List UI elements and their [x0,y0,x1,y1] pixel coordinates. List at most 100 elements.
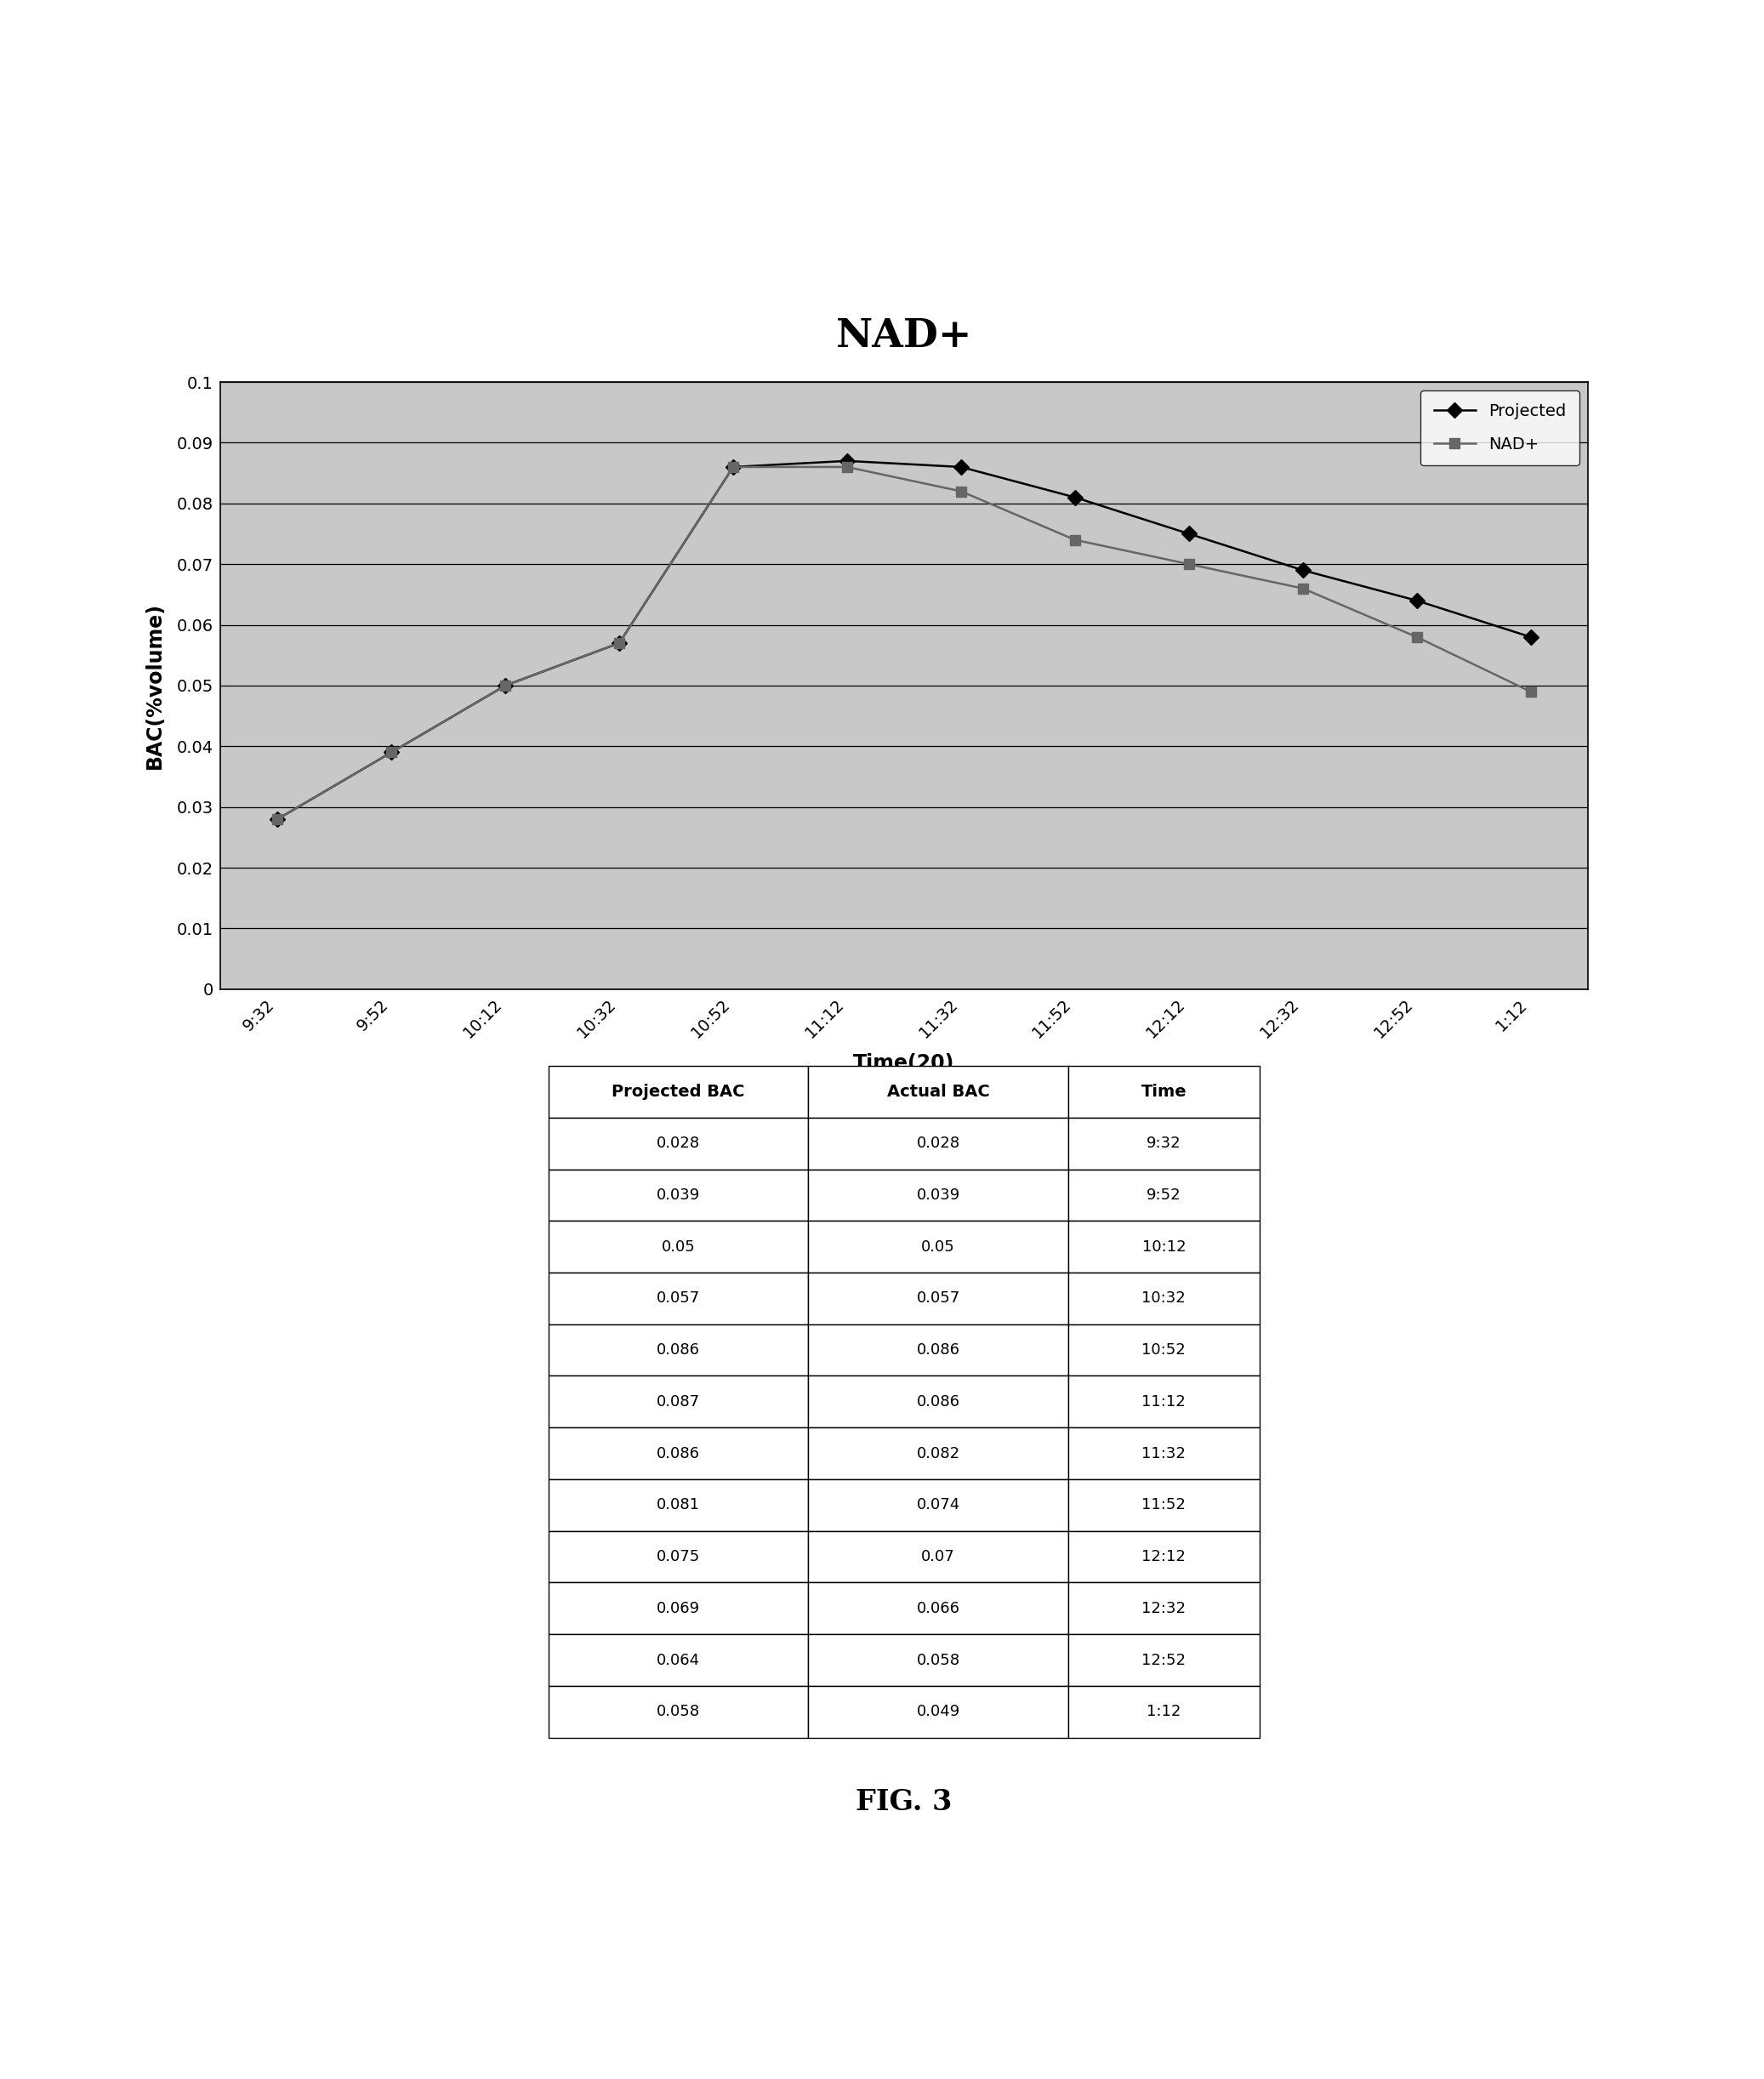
Projected [1293,557,1314,582]
Bar [808,1324,1069,1376]
NAD+ [494,674,515,699]
Text: 0.05: 0.05 [662,1239,695,1254]
Y-axis label: BAC(%volume): BAC(%volume) [145,603,164,769]
Text: 0.086: 0.086 [656,1343,700,1358]
Text: 11:52: 11:52 [1141,1497,1185,1514]
Bar [1069,1634,1259,1686]
Bar [1069,1272,1259,1324]
Bar [808,1272,1069,1324]
Bar [808,1634,1069,1686]
Text: 0.039: 0.039 [656,1187,700,1204]
Projected [836,449,857,474]
Bar [549,1530,808,1582]
Text: 0.028: 0.028 [656,1135,700,1152]
Text: 0.086: 0.086 [917,1395,960,1410]
Text: 0.074: 0.074 [917,1497,960,1514]
Text: 0.075: 0.075 [656,1549,700,1563]
Bar [1069,1376,1259,1428]
Bar [1069,1480,1259,1530]
Projected [609,630,630,655]
Bar [1069,1324,1259,1376]
Text: 9:52: 9:52 [1147,1187,1182,1204]
NAD+ [836,455,857,480]
Bar [549,1119,808,1168]
Projected [381,740,402,765]
Text: 11:32: 11:32 [1141,1445,1185,1462]
Text: 10:32: 10:32 [1141,1291,1185,1306]
NAD+ [381,740,402,765]
Bar [549,1582,808,1634]
NAD+ [1293,576,1314,601]
Projected [1064,484,1085,509]
Bar [549,1634,808,1686]
Text: 12:52: 12:52 [1141,1653,1185,1667]
Bar [808,1220,1069,1272]
Bar [808,1119,1069,1168]
Text: FIG. 3: FIG. 3 [856,1788,953,1815]
Bar [549,1272,808,1324]
Text: 0.086: 0.086 [917,1343,960,1358]
NAD+ [1521,680,1542,705]
Text: 0.039: 0.039 [917,1187,960,1204]
NAD+ [266,807,288,832]
Text: 10:52: 10:52 [1141,1343,1185,1358]
Bar [808,1168,1069,1220]
Text: 0.057: 0.057 [917,1291,960,1306]
Bar [1069,1530,1259,1582]
Bar [549,1480,808,1530]
NAD+ [723,455,744,480]
Bar [1069,1168,1259,1220]
Text: 9:32: 9:32 [1147,1135,1182,1152]
Bar [1069,1686,1259,1738]
Bar [549,1428,808,1480]
Text: NAD+: NAD+ [836,316,972,356]
Projected [1178,522,1200,547]
Bar [808,1480,1069,1530]
Text: 12:12: 12:12 [1141,1549,1185,1563]
Bar [808,1376,1069,1428]
Projected [951,455,972,480]
Text: 0.058: 0.058 [917,1653,960,1667]
Text: 0.082: 0.082 [917,1445,960,1462]
Bar [808,1582,1069,1634]
Text: 0.064: 0.064 [656,1653,700,1667]
Text: Actual BAC: Actual BAC [887,1083,990,1100]
Bar [808,1428,1069,1480]
Text: 0.087: 0.087 [656,1395,700,1410]
Line: NAD+: NAD+ [272,462,1536,825]
Text: Time: Time [1141,1083,1187,1100]
Bar [808,1530,1069,1582]
NAD+ [609,630,630,655]
Bar [1069,1582,1259,1634]
Bar [808,1067,1069,1119]
Projected [723,455,744,480]
Text: 0.081: 0.081 [656,1497,700,1514]
Text: 0.058: 0.058 [656,1705,700,1719]
NAD+ [1406,624,1427,649]
Text: 0.069: 0.069 [656,1601,700,1615]
Text: 11:12: 11:12 [1141,1395,1185,1410]
Bar [549,1067,808,1119]
Bar [1069,1428,1259,1480]
Bar [1069,1067,1259,1119]
NAD+ [951,478,972,503]
Bar [549,1686,808,1738]
NAD+ [1178,551,1200,576]
X-axis label: Time(20): Time(20) [854,1054,954,1073]
NAD+ [1064,528,1085,553]
Bar [549,1324,808,1376]
Text: Projected BAC: Projected BAC [612,1083,744,1100]
Text: 0.057: 0.057 [656,1291,700,1306]
Legend: Projected, NAD+: Projected, NAD+ [1420,391,1579,466]
Projected [1406,588,1427,613]
Bar [808,1686,1069,1738]
Bar [549,1168,808,1220]
Bar [549,1220,808,1272]
Text: 1:12: 1:12 [1147,1705,1180,1719]
Text: 0.07: 0.07 [921,1549,954,1563]
Text: 12:32: 12:32 [1141,1601,1185,1615]
Projected [494,674,515,699]
Text: 0.028: 0.028 [917,1135,960,1152]
Projected [266,807,288,832]
Bar [1069,1119,1259,1168]
